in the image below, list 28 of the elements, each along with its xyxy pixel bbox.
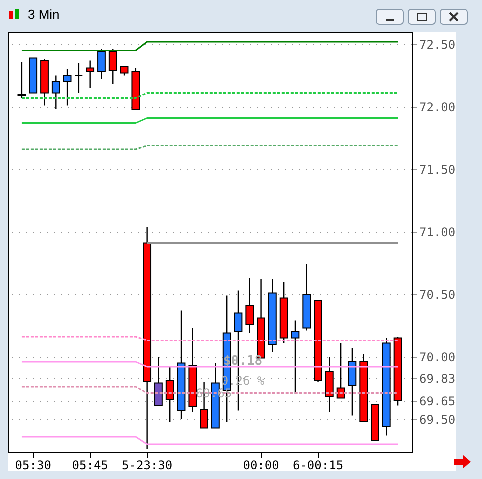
y-tick-label: 70.50 (420, 288, 456, 302)
candlestick (246, 278, 254, 334)
candlestick (348, 348, 357, 416)
x-tick-label: 05:45 (72, 458, 108, 472)
chart-title: 3 Min (28, 7, 60, 22)
y-tick-label: 69.83 (420, 372, 456, 386)
candlestick (336, 342, 346, 399)
candlestick (18, 61, 26, 99)
y-tick-label: 71.50 (420, 163, 456, 177)
candlestick (63, 68, 72, 106)
candlestick (291, 320, 300, 396)
y-tick-label: 70.00 (420, 350, 456, 364)
y-tick-label: 69.50 (420, 413, 456, 427)
x-tick-label: 05:30 (15, 458, 52, 472)
candlestick (166, 366, 174, 423)
candlestick (98, 48, 106, 80)
candlestick (108, 48, 118, 86)
x-tick-label: 6-00:15 (292, 458, 344, 472)
candlestick (74, 62, 84, 94)
candlestick (86, 60, 95, 89)
candlestick (154, 356, 163, 406)
x-tick-label: 00:00 (243, 458, 280, 472)
y-tick-label: 72.50 (420, 38, 456, 52)
y-tick-label: 69.65 (420, 394, 456, 408)
y-tick-label: 72.00 (420, 100, 456, 114)
candlestick (52, 75, 60, 110)
y-tick-label: 71.00 (420, 226, 456, 240)
x-tick-label: 5-23:30 (122, 458, 173, 472)
